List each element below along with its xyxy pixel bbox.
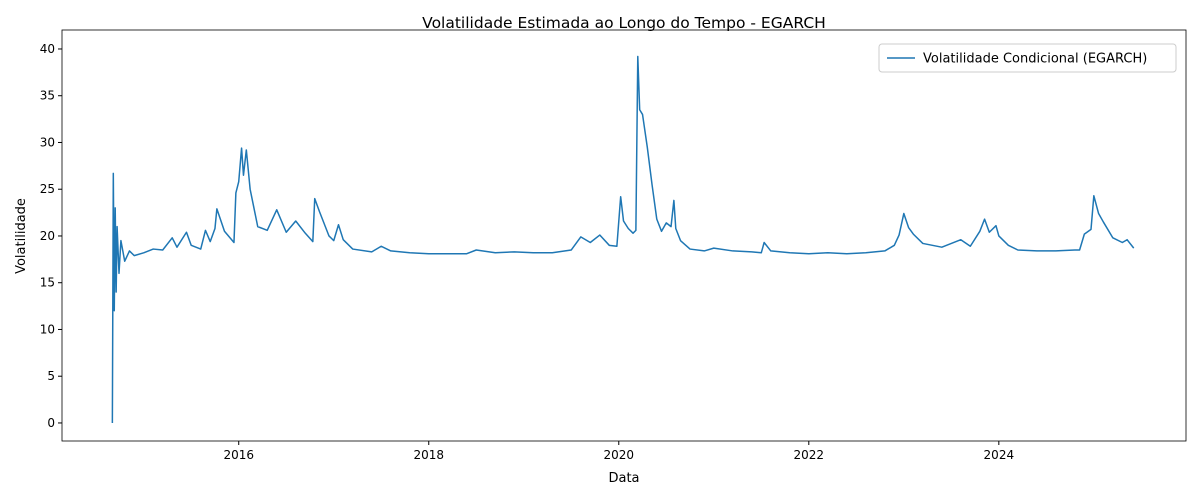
y-tick-label: 30 (40, 135, 55, 149)
y-tick-label: 25 (40, 182, 55, 196)
y-tick-label: 15 (40, 276, 55, 290)
y-tick-label: 0 (47, 416, 55, 430)
x-tick-label: 2020 (604, 448, 635, 462)
y-tick-label: 5 (47, 369, 55, 383)
y-tick-label: 20 (40, 229, 55, 243)
x-tick-label: 2016 (223, 448, 254, 462)
x-tick-label: 2024 (984, 448, 1015, 462)
data-line (111, 55, 1135, 423)
y-tick-label: 40 (40, 42, 55, 56)
legend-label: Volatilidade Condicional (EGARCH) (923, 52, 1147, 67)
x-tick-label: 2022 (794, 448, 825, 462)
y-tick-label: 10 (40, 322, 55, 336)
plot-frame (61, 29, 1187, 442)
x-tick-label: 2018 (413, 448, 444, 462)
y-axis-label: Volatilidade (14, 198, 29, 274)
legend-box (878, 43, 1177, 73)
y-tick-label: 35 (40, 89, 55, 103)
legend: Volatilidade Condicional (EGARCH) (878, 43, 1177, 73)
chart-title: Volatilidade Estimada ao Longo do Tempo … (422, 14, 826, 32)
x-axis-label: Data (608, 471, 639, 486)
